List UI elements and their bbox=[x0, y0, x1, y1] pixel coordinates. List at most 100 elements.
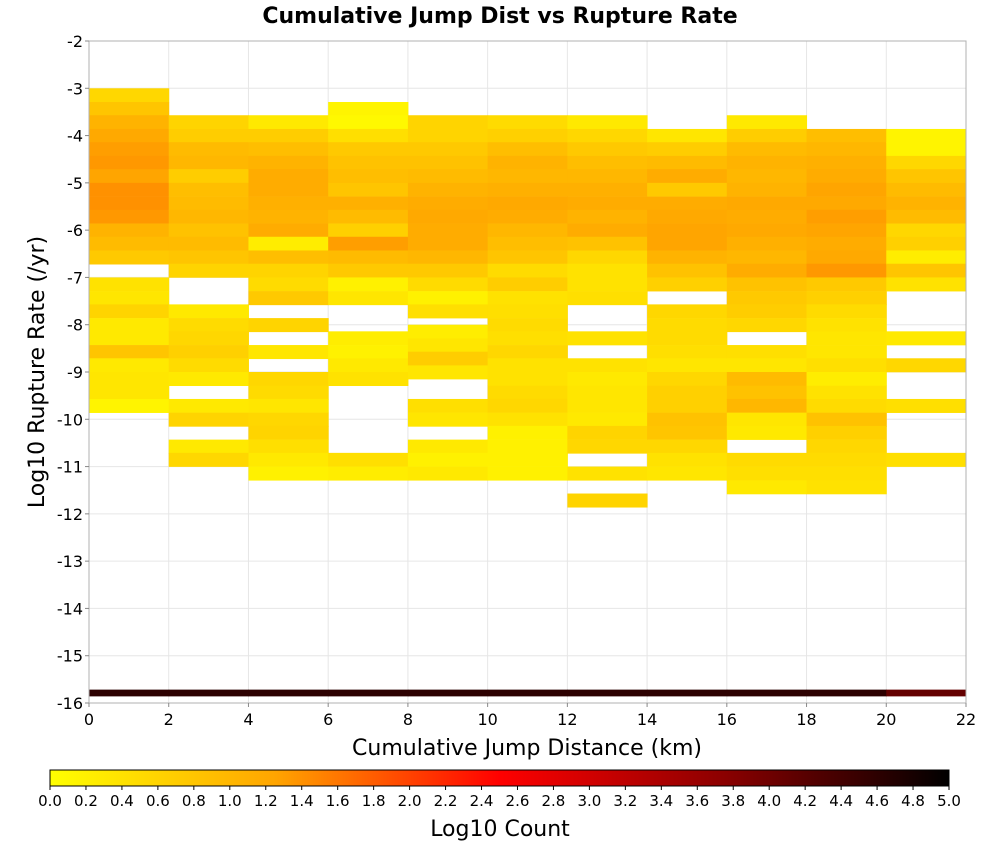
colorbar-label: Log10 Count bbox=[430, 817, 570, 842]
heatmap-cell bbox=[647, 412, 728, 427]
heatmap-cell bbox=[328, 689, 409, 697]
heatmap-cell bbox=[407, 689, 489, 697]
colorbar-tick-label: 2.4 bbox=[470, 792, 494, 810]
heatmap-cell bbox=[806, 358, 887, 373]
heatmap-cell bbox=[407, 155, 489, 170]
heatmap-cell bbox=[248, 115, 329, 130]
heatmap-cell bbox=[806, 291, 887, 306]
heatmap-cell bbox=[89, 372, 170, 387]
heatmap-cell bbox=[726, 452, 808, 467]
heatmap-cell bbox=[168, 318, 249, 333]
colorbar-tick-label: 4.6 bbox=[865, 792, 889, 810]
heatmap-cell bbox=[726, 277, 808, 292]
heatmap-cell bbox=[886, 236, 967, 251]
y-axis-ticks: -2 -3 -4 -5 -6 -7 -8 -9 -10 -11 -12 -13 -14 -15 -16 bbox=[57, 32, 89, 713]
heatmap-cell bbox=[328, 128, 409, 143]
heatmap-cell bbox=[567, 358, 648, 373]
heatmap-cell bbox=[248, 277, 329, 292]
heatmap-cell bbox=[567, 196, 648, 211]
heatmap-cell bbox=[806, 209, 887, 224]
heatmap-cell bbox=[647, 223, 728, 238]
heatmap-cell bbox=[647, 398, 728, 413]
colorbar-tick-label: 0.0 bbox=[38, 792, 62, 810]
heatmap-cell bbox=[407, 169, 489, 184]
heatmap-cell bbox=[726, 209, 808, 224]
heatmap-cell bbox=[567, 128, 648, 143]
heatmap-cell bbox=[567, 277, 648, 292]
heatmap-cell bbox=[248, 209, 329, 224]
heatmap-cell bbox=[248, 291, 329, 306]
heatmap-cell bbox=[886, 182, 967, 197]
heatmap-cell bbox=[567, 291, 648, 306]
heatmap-cell bbox=[328, 196, 409, 211]
colorbar-tick-label: 5.0 bbox=[937, 792, 961, 810]
heatmap-cell bbox=[806, 318, 887, 333]
heatmap-cell bbox=[407, 182, 489, 197]
colorbar-tick-label: 2.0 bbox=[398, 792, 422, 810]
heatmap-cell bbox=[407, 128, 489, 143]
heatmap-cell bbox=[487, 425, 568, 440]
heatmap-cell bbox=[567, 466, 648, 481]
heatmap-cell bbox=[328, 169, 409, 184]
heatmap-cell bbox=[487, 182, 568, 197]
x-tick-label: 10 bbox=[477, 710, 497, 729]
heatmap-cell bbox=[328, 142, 409, 157]
heatmap-cell bbox=[328, 466, 409, 481]
heatmap-cell bbox=[886, 155, 967, 170]
heatmap-cell bbox=[806, 689, 887, 697]
heatmap-cell bbox=[407, 412, 489, 427]
heatmap-cell bbox=[567, 223, 648, 238]
heatmap-cell bbox=[168, 412, 249, 427]
heatmap-cell bbox=[567, 209, 648, 224]
colorbar-tick-label: 4.4 bbox=[829, 792, 853, 810]
heatmap-cell bbox=[487, 345, 568, 360]
heatmap-cell bbox=[487, 142, 568, 157]
heatmap-cell bbox=[886, 209, 967, 224]
heatmap-cell bbox=[806, 142, 887, 157]
heatmap-cell bbox=[328, 250, 409, 265]
heatmap-cell bbox=[726, 263, 808, 278]
heatmap-cell bbox=[248, 128, 329, 143]
heatmap-cell bbox=[886, 452, 967, 467]
heatmap-cell bbox=[168, 155, 249, 170]
heatmap-cell bbox=[248, 398, 329, 413]
heatmap-cell bbox=[487, 169, 568, 184]
heatmap-cell bbox=[168, 263, 249, 278]
heatmap-cell bbox=[89, 689, 170, 697]
heatmap-cell bbox=[806, 372, 887, 387]
heatmap-cell bbox=[886, 358, 967, 373]
heatmap-cell bbox=[886, 331, 967, 346]
heatmap-cell bbox=[248, 466, 329, 481]
heatmap-cell bbox=[567, 142, 648, 157]
heatmap-cell bbox=[806, 128, 887, 143]
colorbar-tick-label: 0.2 bbox=[74, 792, 98, 810]
heatmap-cell bbox=[328, 331, 409, 346]
colorbar-tick-label: 3.0 bbox=[577, 792, 601, 810]
colorbar-tick-label: 1.6 bbox=[326, 792, 350, 810]
x-axis-ticks: 0 2 4 6 8 10 12 14 16 18 20 22 bbox=[84, 703, 976, 729]
heatmap-cell bbox=[487, 398, 568, 413]
heatmap-cell bbox=[407, 365, 489, 380]
y-tick-label: -12 bbox=[57, 505, 83, 524]
heatmap-cell bbox=[726, 250, 808, 265]
heatmap-cell bbox=[806, 331, 887, 346]
y-tick-label: -2 bbox=[67, 32, 83, 51]
heatmap-cell bbox=[407, 351, 489, 366]
heatmap-cell bbox=[487, 358, 568, 373]
heatmap-cell bbox=[806, 196, 887, 211]
heatmap-cell bbox=[407, 439, 489, 454]
heatmap-cell bbox=[89, 115, 170, 130]
heatmap-cell bbox=[886, 689, 967, 697]
heatmap-cell bbox=[407, 398, 489, 413]
heatmap-cell bbox=[328, 345, 409, 360]
heatmap-cell bbox=[89, 291, 170, 306]
heatmap-cell bbox=[487, 466, 568, 481]
heatmap-cell bbox=[726, 304, 808, 319]
heatmap-cell bbox=[647, 196, 728, 211]
heatmap-cell bbox=[726, 223, 808, 238]
x-tick-label: 22 bbox=[956, 710, 976, 729]
heatmap-cell bbox=[806, 277, 887, 292]
heatmap-cell bbox=[726, 318, 808, 333]
heatmap-cell bbox=[89, 304, 170, 319]
heatmap-cell bbox=[647, 689, 728, 697]
